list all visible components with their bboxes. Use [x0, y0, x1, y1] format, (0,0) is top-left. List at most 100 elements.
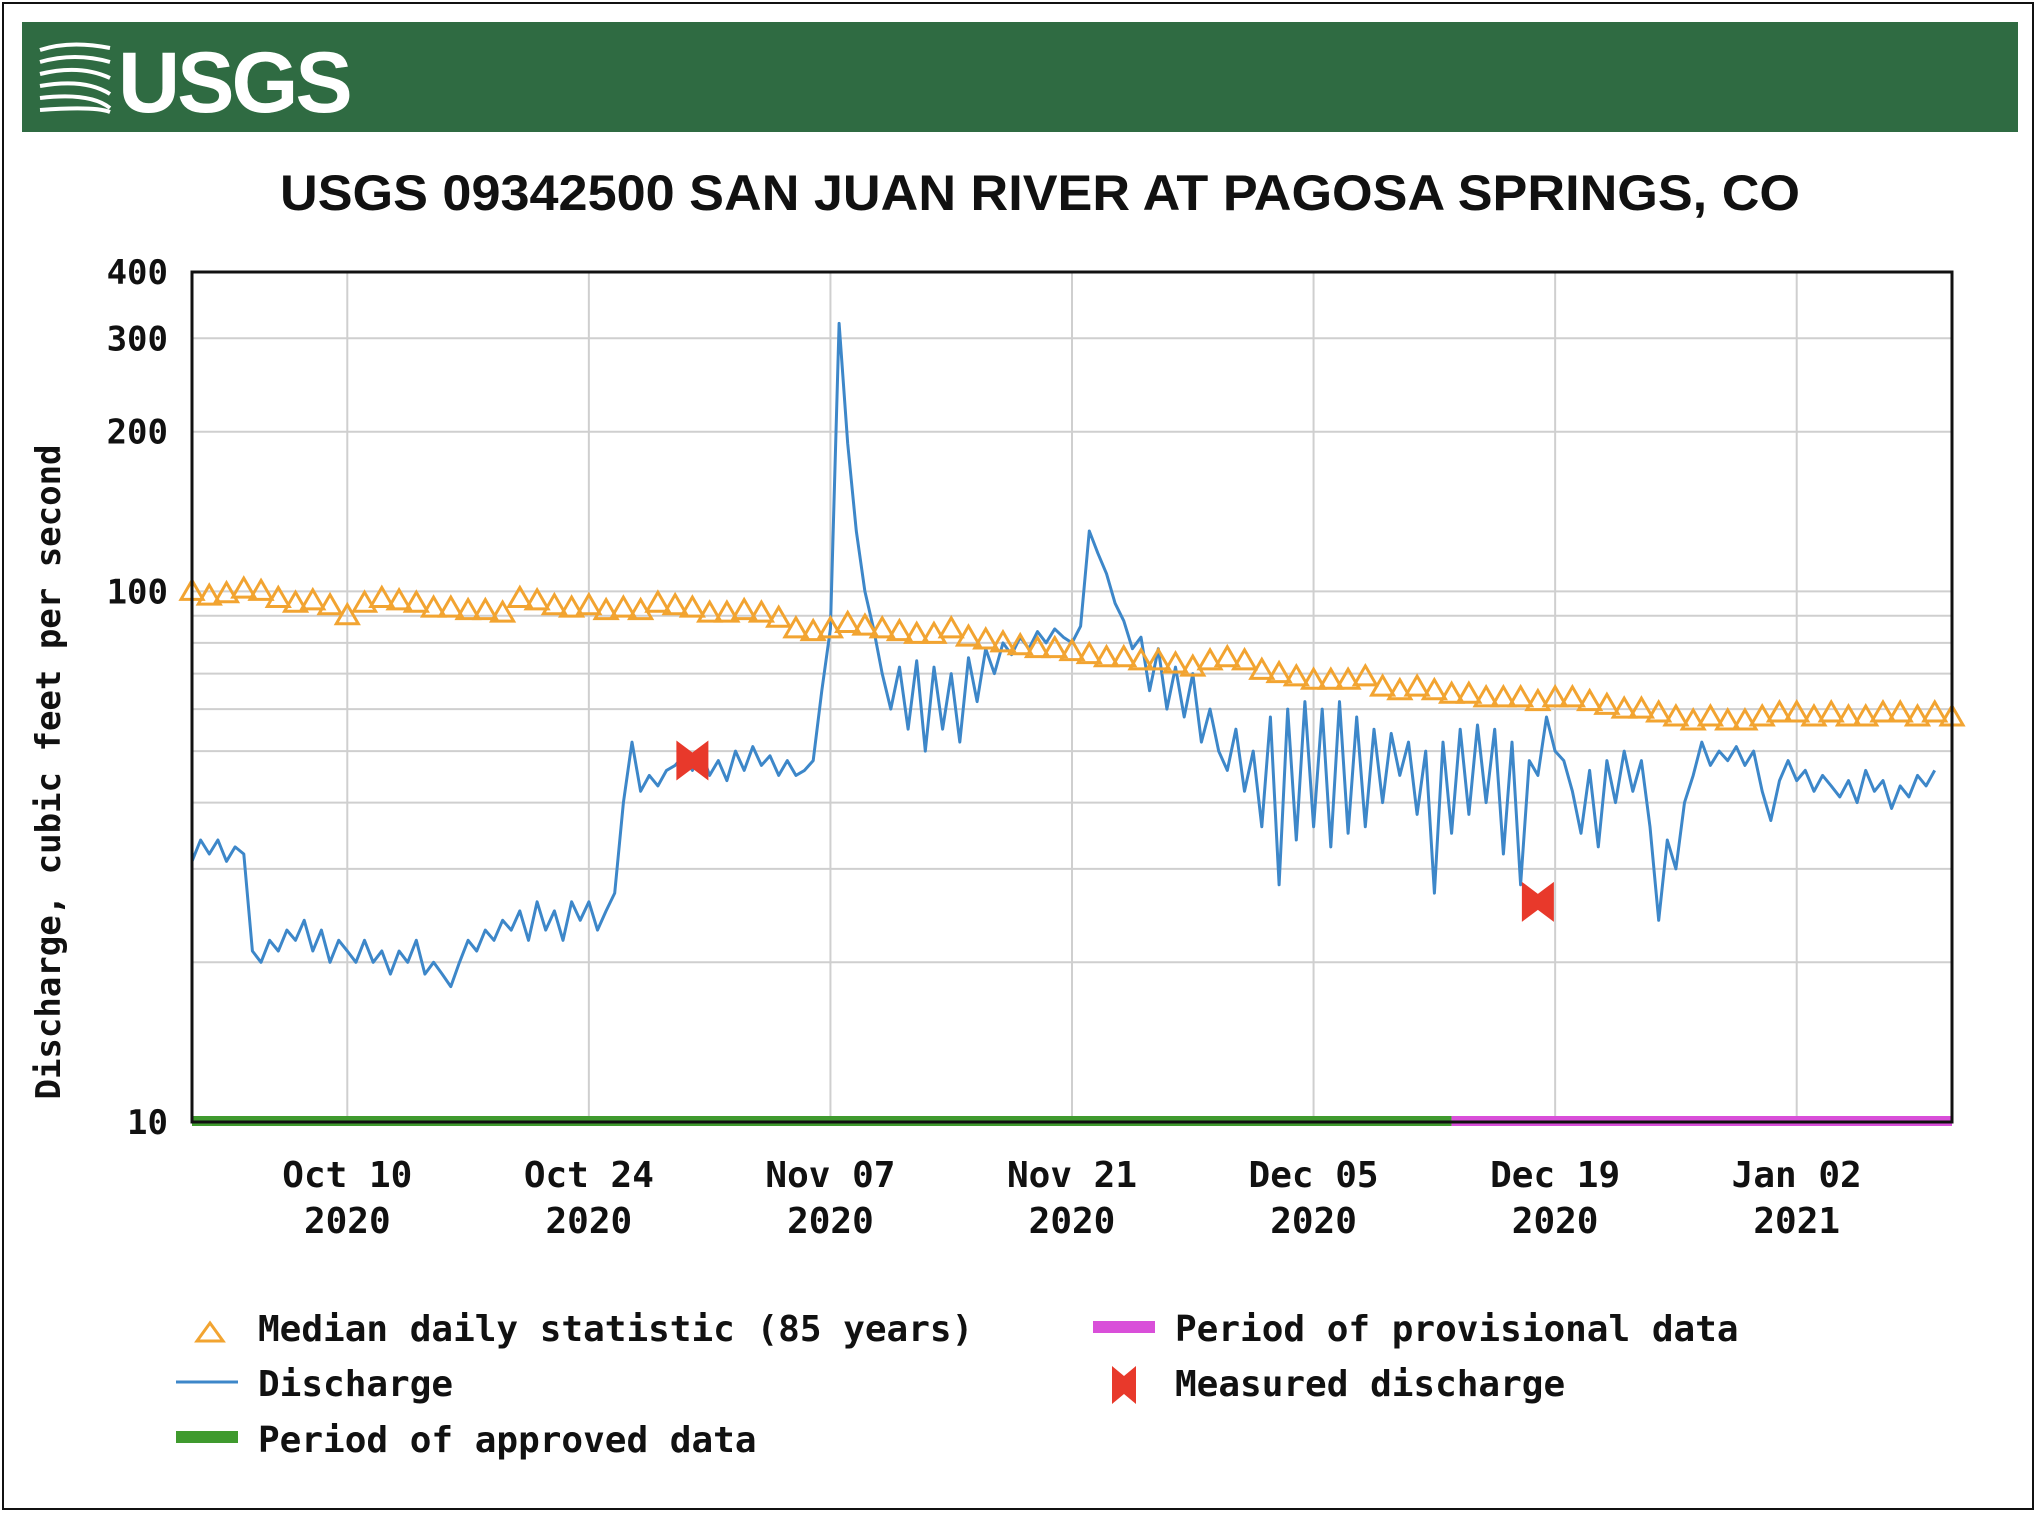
median-marker: [1800, 702, 1828, 727]
legend-item-provisional: Period of provisional data: [1093, 1309, 1739, 1350]
median-marker: [644, 589, 672, 613]
median-marker: [1921, 699, 1949, 723]
median-marker: [661, 591, 689, 616]
usgs-logo-text: USGS: [118, 35, 350, 131]
median-marker: [1386, 676, 1414, 701]
median-marker: [1023, 634, 1052, 659]
median-marker: [212, 579, 241, 604]
median-marker: [1213, 643, 1241, 668]
median-marker: [1869, 699, 1897, 723]
median-marker: [834, 609, 862, 634]
median-marker: [937, 614, 965, 639]
median-marker: [1351, 662, 1379, 687]
median-marker: [1248, 656, 1276, 680]
median-marker: [1282, 662, 1310, 687]
median-marker: [920, 620, 948, 644]
median-marker: [1058, 637, 1086, 662]
median-marker: [1627, 695, 1656, 719]
x-tick-label: 2020: [1029, 1201, 1116, 1242]
median-marker: [1196, 646, 1224, 671]
median-marker: [230, 575, 258, 599]
median-marker: [1541, 683, 1569, 708]
median-marker: [989, 628, 1017, 653]
x-tick-label: Nov 21: [1007, 1155, 1137, 1196]
median-marker: [816, 614, 845, 639]
x-tick-label: Oct 10: [282, 1155, 412, 1196]
median-marker: [1748, 702, 1776, 727]
legend-label-provisional: Period of provisional data: [1175, 1309, 1739, 1350]
median-marker: [1438, 680, 1466, 704]
legend-label-approved: Period of approved data: [258, 1420, 757, 1461]
x-tick-label: 2020: [1270, 1201, 1357, 1242]
y-tick-label: 10: [127, 1103, 168, 1143]
legend-item-measured: Measured discharge: [1112, 1364, 1565, 1405]
legend-item-approved: Period of approved data: [176, 1420, 757, 1461]
median-marker: [868, 614, 896, 639]
median-marker: [1403, 673, 1431, 697]
median-marker: [885, 617, 914, 642]
plot-border: [190, 270, 1954, 1124]
median-marker: [782, 614, 810, 639]
median-marker: [1610, 695, 1638, 719]
median-marker: [1317, 666, 1345, 690]
median-marker: [1714, 706, 1742, 731]
median-marker: [350, 589, 379, 613]
median-marker: [1075, 640, 1103, 665]
x-tick-label: Dec 19: [1490, 1155, 1620, 1196]
usgs-header-bar: [22, 22, 2018, 132]
median-marker: [1368, 673, 1397, 697]
median-marker: [195, 582, 223, 606]
x-tick-label: 2021: [1753, 1201, 1840, 1242]
median-marker: [627, 596, 655, 621]
median-marker: [972, 625, 1000, 650]
median-marker: [419, 594, 448, 618]
legend-item-median: Median daily statistic (85 years): [194, 1309, 973, 1350]
median-marker: [903, 620, 931, 644]
legend-triangle-icon: [194, 1320, 226, 1343]
legend-label-median: Median daily statistic (85 years): [258, 1309, 973, 1350]
median-marker: [1852, 702, 1880, 727]
median-marker: [696, 599, 724, 623]
legend-provisional-swatch: [1093, 1321, 1155, 1333]
median-marker: [523, 586, 551, 611]
median-marker: [1662, 702, 1690, 727]
median-marker: [1127, 646, 1155, 671]
median-marker: [1230, 646, 1259, 671]
median-marker: [1265, 659, 1293, 684]
legend-approved-swatch: [176, 1431, 238, 1443]
median-marker: [851, 612, 879, 636]
legend-item-discharge: Discharge: [176, 1364, 453, 1405]
median-marker: [1558, 683, 1586, 708]
median-marker: [1006, 631, 1034, 656]
legend-label-discharge: Discharge: [258, 1364, 453, 1405]
median-marker: [1903, 702, 1932, 727]
legend-bowtie-icon: [1112, 1366, 1136, 1404]
median-marker: [1817, 699, 1845, 723]
x-tick-label: 2020: [304, 1201, 391, 1242]
median-marker: [1144, 646, 1172, 671]
median-marker: [609, 594, 637, 618]
median-marker: [299, 586, 327, 611]
median-marker: [730, 596, 758, 621]
median-marker: [333, 601, 361, 626]
median-marker: [1092, 643, 1121, 668]
median-marker: [1731, 706, 1759, 731]
y-tick-label: 200: [107, 413, 168, 453]
median-marker: [1420, 676, 1448, 701]
median-marker: [247, 577, 275, 601]
median-marker: [1507, 683, 1535, 708]
discharge-line: [190, 321, 1937, 989]
median-marker: [1110, 643, 1138, 668]
median-marker: [1886, 699, 1914, 723]
median-marker: [1834, 702, 1863, 727]
median-marker: [799, 617, 827, 642]
median-marker: [713, 599, 741, 623]
y-tick-label: 400: [107, 253, 168, 293]
plot-area: 10 100 200 300 400 Oct 10 2020 Oct 24 2020 Nov 07…: [107, 253, 1966, 1242]
x-tick-label: Nov 07: [765, 1155, 895, 1196]
median-marker: [592, 596, 620, 621]
median-marker: [488, 599, 517, 623]
y-tick-label: 300: [107, 319, 168, 359]
median-marker: [1455, 680, 1483, 704]
